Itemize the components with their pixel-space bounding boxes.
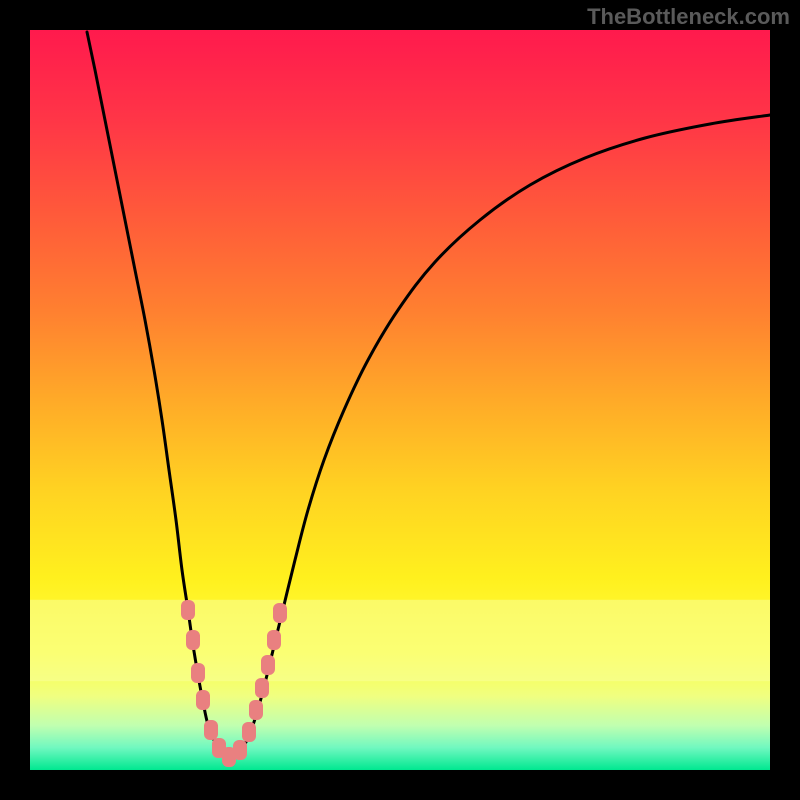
data-marker (261, 655, 275, 675)
data-marker (186, 630, 200, 650)
data-marker (267, 630, 281, 650)
data-marker (242, 722, 256, 742)
data-marker (196, 690, 210, 710)
data-marker (249, 700, 263, 720)
tolerance-band (30, 600, 770, 681)
chart-container: TheBottleneck.com (0, 0, 800, 800)
data-marker (191, 663, 205, 683)
bottleneck-chart (0, 0, 800, 800)
data-marker (233, 740, 247, 760)
data-marker (181, 600, 195, 620)
watermark-text: TheBottleneck.com (587, 4, 790, 30)
data-marker (204, 720, 218, 740)
data-marker (273, 603, 287, 623)
data-marker (255, 678, 269, 698)
